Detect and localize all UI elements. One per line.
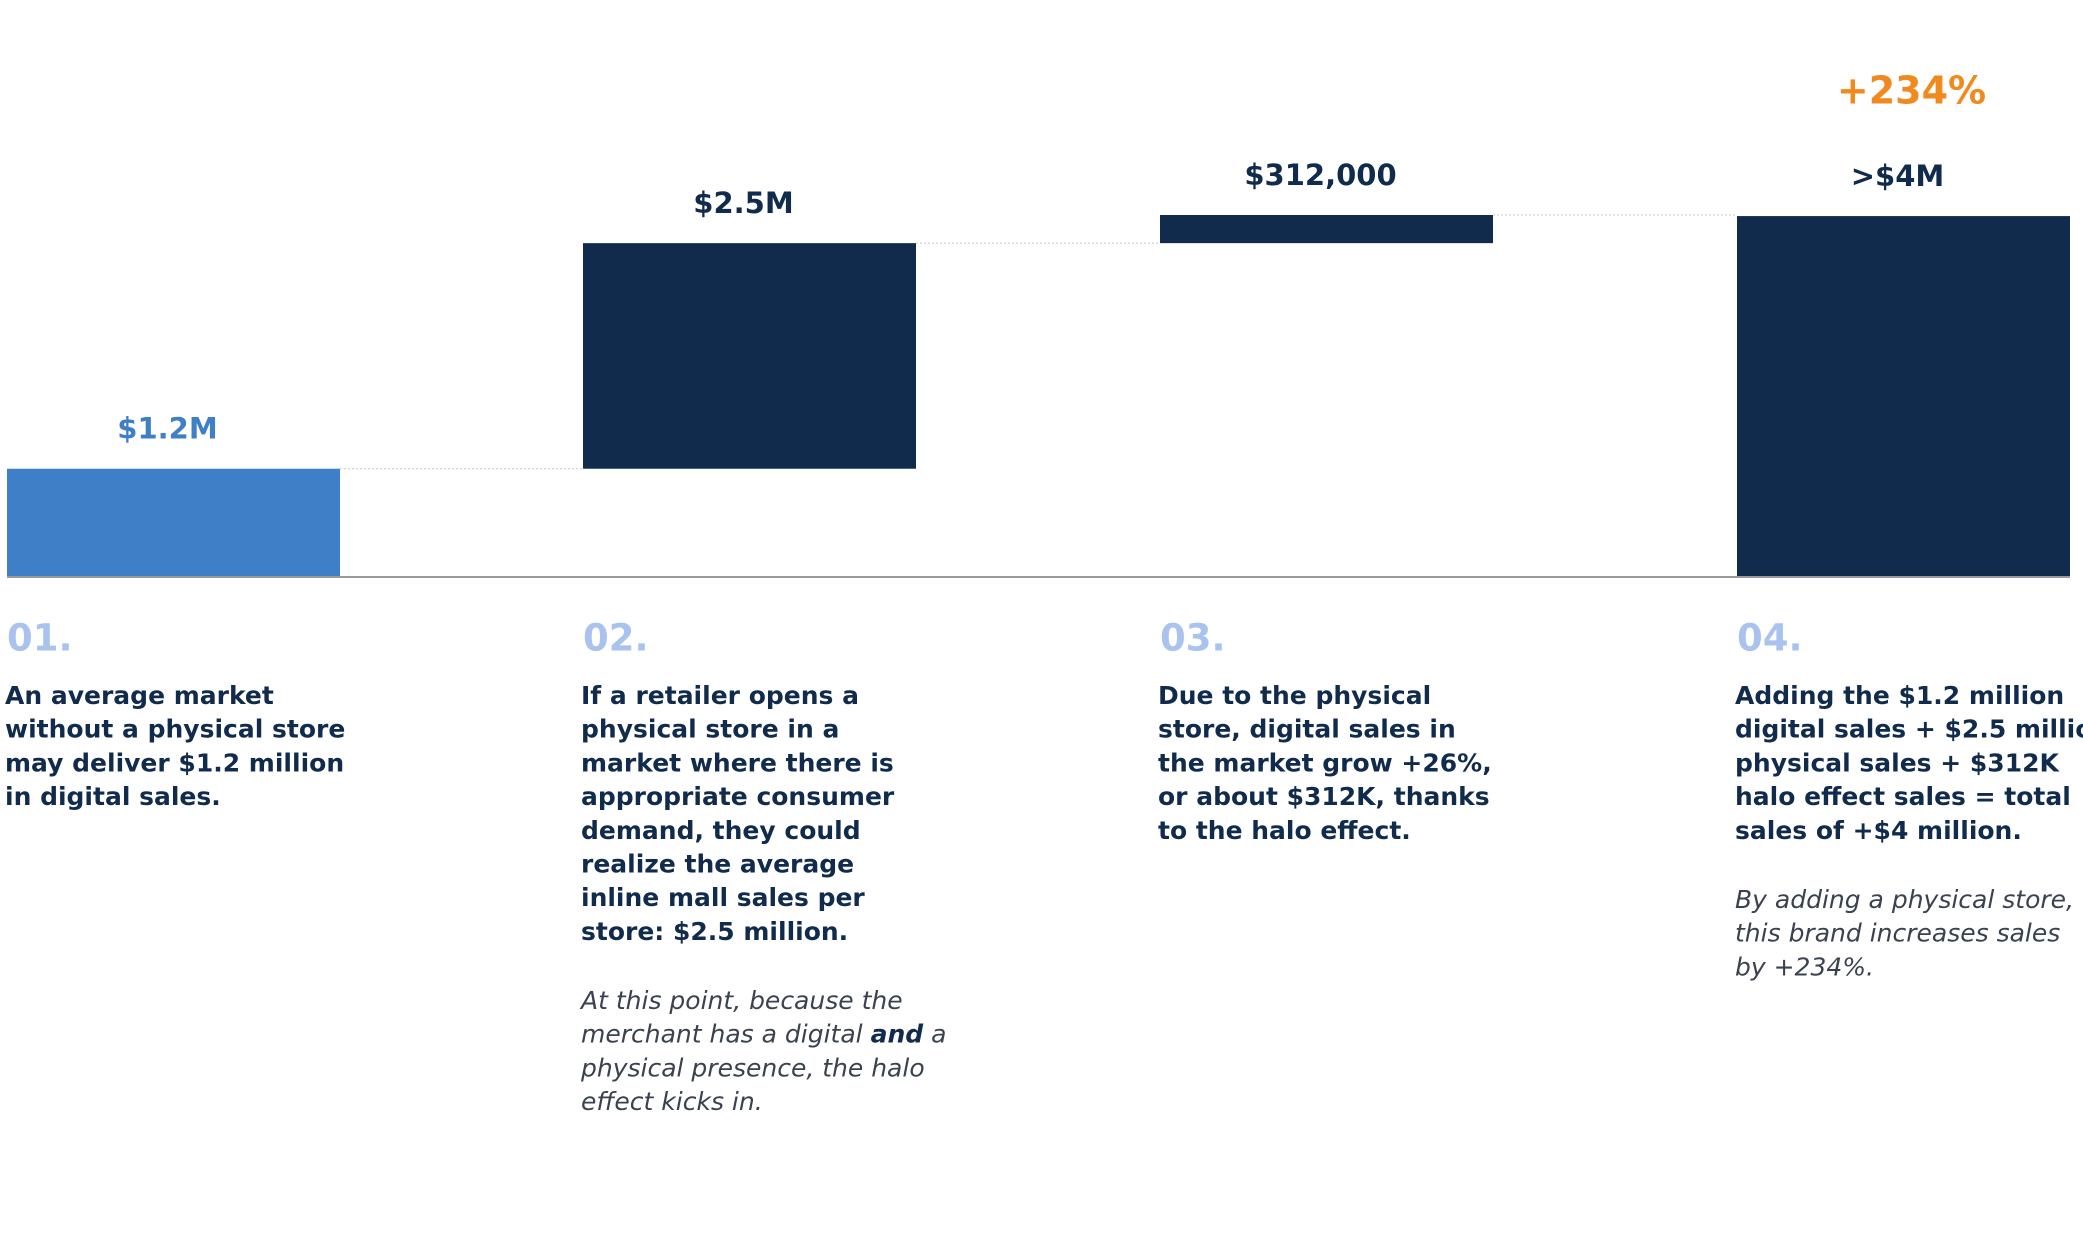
description-line: in digital sales.	[5, 782, 221, 811]
value-label: >$4M	[1851, 159, 1945, 193]
note-text: by +234%.	[1735, 952, 1874, 981]
value-label: $1.2M	[117, 412, 217, 446]
description-line: physical sales + $312K	[1735, 748, 2060, 777]
bar	[7, 468, 340, 577]
note-line: physical presence, the halo	[580, 1053, 925, 1082]
description-line: store: $2.5 million.	[581, 917, 848, 946]
note-text: At this point, because the	[579, 986, 903, 1015]
description-line: the market grow +26%,	[1158, 748, 1492, 777]
note-line: by +234%.	[1735, 952, 1874, 981]
note-text: By adding a physical store,	[1735, 885, 2074, 914]
value-label: $2.5M	[693, 186, 793, 220]
step-number: 02.	[583, 617, 649, 660]
description-line: or about $312K, thanks	[1158, 782, 1490, 811]
note-text: physical presence, the halo	[580, 1053, 925, 1082]
description-line: Due to the physical	[1158, 681, 1431, 710]
bar	[1737, 216, 2070, 577]
description-line: to the halo effect.	[1158, 816, 1411, 845]
step-number: 04.	[1737, 617, 1803, 660]
description-line: demand, they could	[581, 816, 861, 845]
note-text: this brand increases sales	[1735, 919, 2060, 948]
description-line: If a retailer opens a	[581, 681, 859, 710]
bar	[1160, 215, 1493, 244]
step-number: 03.	[1160, 617, 1226, 660]
description-line: inline mall sales per	[581, 883, 865, 912]
note-text: and	[871, 1020, 925, 1049]
description-line: without a physical store	[5, 715, 345, 744]
note-text: effect kicks in.	[581, 1087, 763, 1116]
description-line: halo effect sales = total	[1735, 782, 2071, 811]
description-line: sales of +$4 million.	[1735, 816, 2022, 845]
note-line: merchant has a digital and a	[581, 1020, 946, 1049]
description-line: digital sales + $2.5 million	[1735, 715, 2083, 744]
description-line: Adding the $1.2 million	[1735, 681, 2064, 710]
bar	[583, 243, 916, 469]
step-number: 01.	[7, 617, 73, 660]
description-line: market where there is	[581, 748, 894, 777]
description-line: physical store in a	[581, 715, 839, 744]
description-line: appropriate consumer	[581, 782, 895, 811]
description-line: An average market	[5, 681, 274, 710]
note-line: effect kicks in.	[581, 1087, 763, 1116]
note-line: this brand increases sales	[1735, 919, 2060, 948]
annotation: +234%	[1837, 69, 1986, 113]
note-text: merchant has a digital	[581, 1020, 871, 1049]
value-label: $312,000	[1244, 158, 1396, 192]
note-line: At this point, because the	[579, 986, 903, 1015]
note-text: a	[923, 1020, 946, 1049]
description-line: may deliver $1.2 million	[5, 748, 344, 777]
note-line: By adding a physical store,	[1735, 885, 2074, 914]
description-line: store, digital sales in	[1158, 715, 1456, 744]
description-line: realize the average	[581, 850, 854, 879]
